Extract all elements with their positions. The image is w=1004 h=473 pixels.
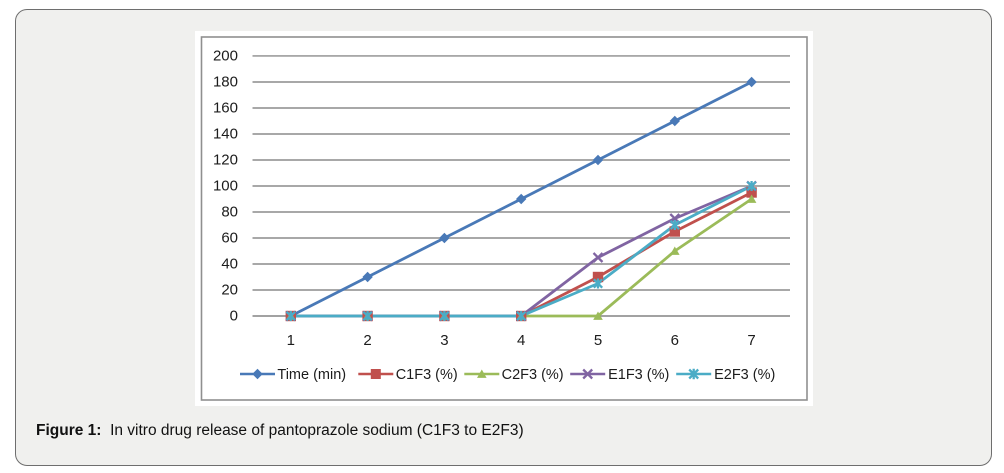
svg-text:E2F3 (%): E2F3 (%) bbox=[714, 367, 775, 383]
svg-text:E1F3 (%): E1F3 (%) bbox=[608, 367, 669, 383]
svg-text:100: 100 bbox=[213, 178, 238, 195]
svg-text:C1F3 (%): C1F3 (%) bbox=[396, 367, 458, 383]
svg-text:160: 160 bbox=[213, 100, 238, 117]
svg-text:3: 3 bbox=[440, 332, 448, 349]
svg-text:140: 140 bbox=[213, 126, 238, 143]
svg-text:0: 0 bbox=[230, 308, 238, 325]
svg-text:20: 20 bbox=[221, 282, 238, 299]
svg-text:180: 180 bbox=[213, 74, 238, 91]
svg-text:5: 5 bbox=[594, 332, 602, 349]
svg-text:40: 40 bbox=[221, 256, 238, 273]
svg-text:200: 200 bbox=[213, 47, 238, 64]
svg-text:80: 80 bbox=[221, 204, 238, 221]
svg-text:2: 2 bbox=[363, 332, 371, 349]
svg-text:6: 6 bbox=[671, 332, 679, 349]
svg-text:Time (min): Time (min) bbox=[277, 367, 346, 383]
svg-text:4: 4 bbox=[517, 332, 525, 349]
svg-text:60: 60 bbox=[221, 230, 238, 247]
svg-text:120: 120 bbox=[213, 152, 238, 169]
svg-text:1: 1 bbox=[287, 332, 295, 349]
svg-text:7: 7 bbox=[747, 332, 755, 349]
svg-text:C2F3 (%): C2F3 (%) bbox=[502, 367, 564, 383]
